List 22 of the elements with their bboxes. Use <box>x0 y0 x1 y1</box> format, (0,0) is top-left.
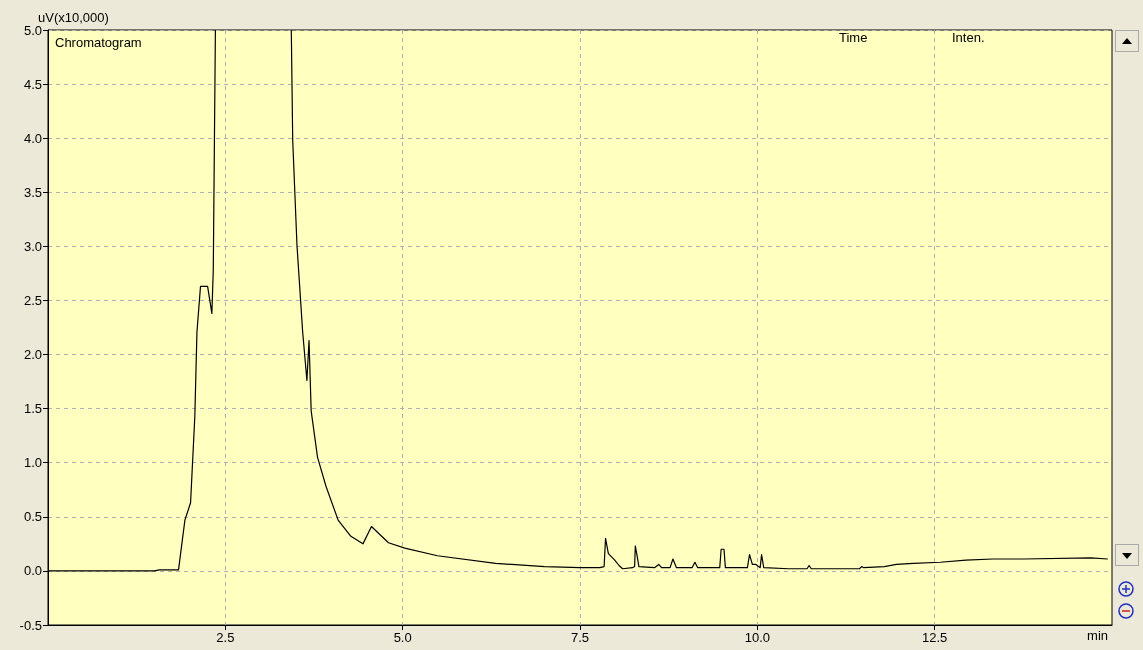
x-tick-label: 7.5 <box>570 630 590 645</box>
y-tick-label: 1.5 <box>23 401 42 417</box>
y-tick-label: 2.0 <box>23 347 42 363</box>
x-tick-label: 10.0 <box>744 630 770 645</box>
y-tick-label: 3.0 <box>23 238 42 254</box>
x-tick-label: 12.5 <box>922 630 948 645</box>
y-tick-label: 0.5 <box>23 509 42 525</box>
y-tick-label: 5.0 <box>23 22 42 38</box>
y-tick-label: -0.5 <box>19 617 42 633</box>
annotation: Inten. <box>952 30 985 45</box>
annotation: Time <box>839 30 868 45</box>
y-tick-label: 1.0 <box>23 455 42 471</box>
chart-title: Chromatogram <box>55 35 142 50</box>
y-tick-label: 4.0 <box>23 130 42 146</box>
x-tick-label: 5.0 <box>393 630 412 645</box>
x-tick-label: 2.5 <box>216 630 235 645</box>
y-tick-label: 2.5 <box>23 292 42 308</box>
x-axis-title: min <box>1087 628 1109 643</box>
y-tick-label: 4.5 <box>23 76 42 92</box>
y-tick-label: 3.5 <box>23 184 42 200</box>
y-axis-title: uV(x10,000) <box>38 9 109 25</box>
y-tick-label: 0.0 <box>23 563 42 579</box>
